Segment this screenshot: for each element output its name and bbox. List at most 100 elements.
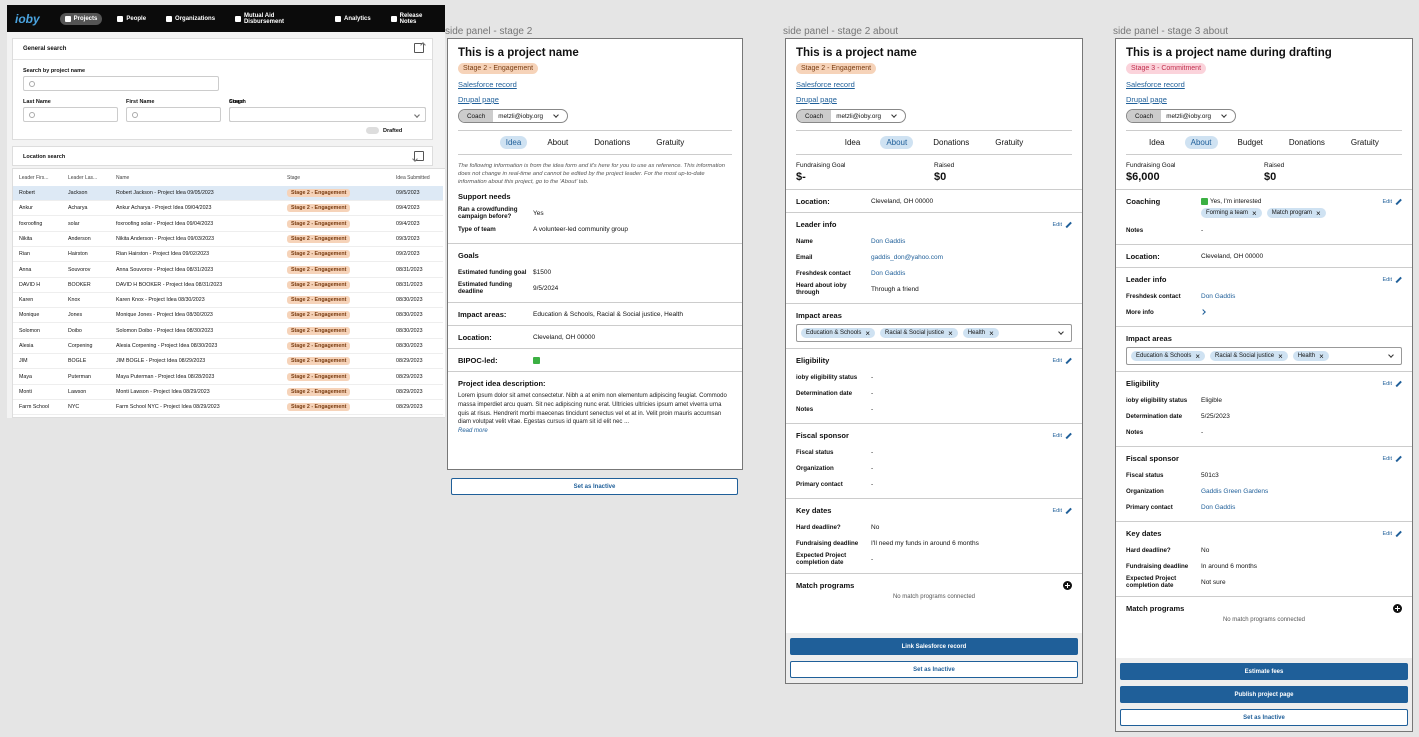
tab[interactable]: Donations (1288, 138, 1325, 147)
stage-chip: Stage 2 - Engagement (287, 250, 351, 259)
add-button[interactable] (1393, 604, 1402, 613)
tab[interactable]: Gratuity (656, 138, 685, 147)
edit-button[interactable]: Edit (1383, 381, 1402, 387)
external-link[interactable]: Drupal page (458, 95, 499, 104)
toggle[interactable] (366, 127, 379, 134)
table-cell: DAVID H (19, 281, 41, 288)
coach-select[interactable]: Coach metzli@ioby.org (796, 109, 906, 123)
panel-header: This is a project name during drafting St… (1116, 39, 1412, 123)
section-heading: Match programs (796, 581, 1072, 590)
table-row[interactable]: Monique Jones Monique Jones - Project Idea… (13, 308, 443, 324)
chip-select[interactable]: Education & Schools Racial & Social justi… (1126, 347, 1402, 365)
edit-button[interactable]: Edit (1383, 531, 1402, 537)
tab[interactable]: Idea (499, 136, 528, 149)
button[interactable]: Publish project page (1120, 686, 1408, 703)
collapse-button[interactable] (414, 43, 424, 53)
field-row: Hard deadline? No (796, 519, 1072, 535)
external-link[interactable]: Salesforce record (796, 80, 855, 89)
section: Coaching Yes, I'm interested Edit Forming a… (1116, 189, 1412, 244)
section-heading: Key dates Edit (796, 506, 1072, 515)
field-input[interactable] (229, 107, 426, 122)
nav-item[interactable]: Analytics (330, 13, 376, 25)
tab[interactable]: Gratuity (1350, 138, 1379, 147)
button[interactable]: Set as Inactive (451, 478, 738, 495)
tab[interactable]: Budget (1237, 138, 1263, 147)
table-row[interactable]: Monti Lawson Monti Lawson - Project Idea 0… (13, 385, 443, 400)
field-input[interactable] (126, 107, 221, 122)
search-title: General search (13, 39, 432, 60)
field-row: Email gaddis_don@yahoo.com (796, 249, 1072, 265)
field-label: Heard about ioby through (796, 282, 847, 296)
section-heading: Coaching Yes, I'm interested Edit (1126, 197, 1402, 206)
chip-select[interactable]: Education & Schools Racial & Social justi… (796, 324, 1072, 342)
tab[interactable]: Donations (594, 138, 631, 147)
table-row[interactable]: Maya Puterman Maya Puterman - Project Idea… (13, 370, 443, 385)
edit-button[interactable]: Edit (1053, 433, 1072, 439)
edit-button[interactable]: Edit (1383, 277, 1402, 283)
nav-item[interactable]: People (112, 13, 151, 25)
field-row: Organization - (796, 460, 1072, 476)
add-button[interactable] (1063, 581, 1072, 590)
field-input[interactable] (23, 76, 219, 91)
table-row[interactable]: foxroofing solar foxroofing solar - Projec… (13, 217, 443, 232)
table-row[interactable]: JIM BOGLE JIM BOGLE - Project Idea 08/29/2… (13, 354, 443, 370)
external-link[interactable]: Drupal page (1126, 95, 1167, 104)
field-value[interactable]: Don Gaddis (871, 269, 906, 277)
tab[interactable]: Gratuity (995, 138, 1024, 147)
edit-button[interactable]: Edit (1053, 222, 1072, 228)
table-row[interactable]: Solomon Doibo Solomon Doibo - Project Idea… (13, 324, 443, 339)
field-value[interactable]: Don Gaddis (1201, 292, 1236, 300)
table-row[interactable]: Nikita Anderson Nikita Anderson - Project … (13, 232, 443, 247)
expand-button[interactable] (414, 151, 424, 161)
tab[interactable]: About (880, 136, 914, 149)
external-link[interactable]: Drupal page (796, 95, 837, 104)
button[interactable]: Link Salesforce record (790, 638, 1078, 655)
tab[interactable]: About (1184, 136, 1218, 149)
table-row[interactable]: Rian Hairston Rian Hairston - Project Idea… (13, 247, 443, 263)
field-row: More info (1126, 304, 1402, 320)
field-label: Primary contact (1126, 503, 1173, 511)
coach-select[interactable]: Coach metzli@ioby.org (458, 109, 568, 123)
field-label: Type of team (458, 225, 496, 233)
table-row[interactable]: Alesia Corpening Alesia Corpening - Projec… (13, 339, 443, 354)
field-value: Through a friend (871, 285, 919, 293)
nav-item[interactable]: Organizations (161, 13, 220, 25)
edit-button[interactable]: Edit (1383, 456, 1402, 462)
table-row[interactable]: Farm School NYC Farm School NYC - Project … (13, 400, 443, 416)
field-input[interactable] (23, 107, 118, 122)
table-cell: 09/4/2023 (396, 205, 420, 212)
tab[interactable]: Idea (844, 138, 861, 147)
edit-button[interactable]: Edit (1053, 358, 1072, 364)
tabs: Idea About Donations Gratuity (796, 130, 1072, 155)
external-link[interactable]: Salesforce record (458, 80, 517, 89)
table-cell: Robert (19, 190, 35, 196)
fund-label: Raised (1264, 162, 1285, 169)
button[interactable]: Set as Inactive (790, 661, 1078, 678)
table-row[interactable]: Karen Knox Karen Knox - Project Idea 08/30… (13, 293, 443, 309)
button[interactable]: Set as Inactive (1120, 709, 1408, 726)
section: Fiscal sponsor Edit Fiscal status - Organiza… (786, 423, 1082, 498)
table-row[interactable]: Ankur Acharya Ankur Acharya - Project Idea… (13, 201, 443, 217)
table-row[interactable]: DAVID H BOOKER DAVID H BOOKER - Project Id… (13, 278, 443, 293)
tab[interactable]: Idea (1149, 138, 1165, 147)
button[interactable]: Estimate fees (1120, 663, 1408, 680)
toggle-label: Drafted (383, 128, 403, 134)
table-cell: 09/4/2023 (396, 220, 420, 227)
field-value[interactable]: gaddis_don@yahoo.com (871, 253, 944, 261)
nav-item[interactable]: Release Notes (386, 10, 445, 28)
field-value[interactable]: Don Gaddis (871, 237, 906, 245)
read-more[interactable]: Read more (458, 428, 488, 435)
nav-item[interactable]: Projects (59, 12, 103, 25)
tab[interactable]: About (547, 138, 569, 147)
edit-button[interactable]: Edit (1383, 199, 1402, 205)
field-value[interactable]: Don Gaddis (1201, 503, 1236, 511)
more-arrow[interactable] (1200, 309, 1206, 315)
field-value[interactable]: Gaddis Green Gardens (1201, 487, 1269, 495)
table-row[interactable]: Anna Souvorov Anna Souvorov - Project Idea… (13, 263, 443, 278)
external-link[interactable]: Salesforce record (1126, 80, 1185, 89)
tab[interactable]: Donations (933, 138, 970, 147)
nav-item[interactable]: Mutual Aid Disbursement (230, 10, 320, 28)
coach-select[interactable]: Coach metzli@ioby.org (1126, 109, 1236, 123)
table-row[interactable]: Robert Jackson Robert Jackson - Project Id… (13, 186, 443, 201)
edit-button[interactable]: Edit (1053, 508, 1072, 514)
